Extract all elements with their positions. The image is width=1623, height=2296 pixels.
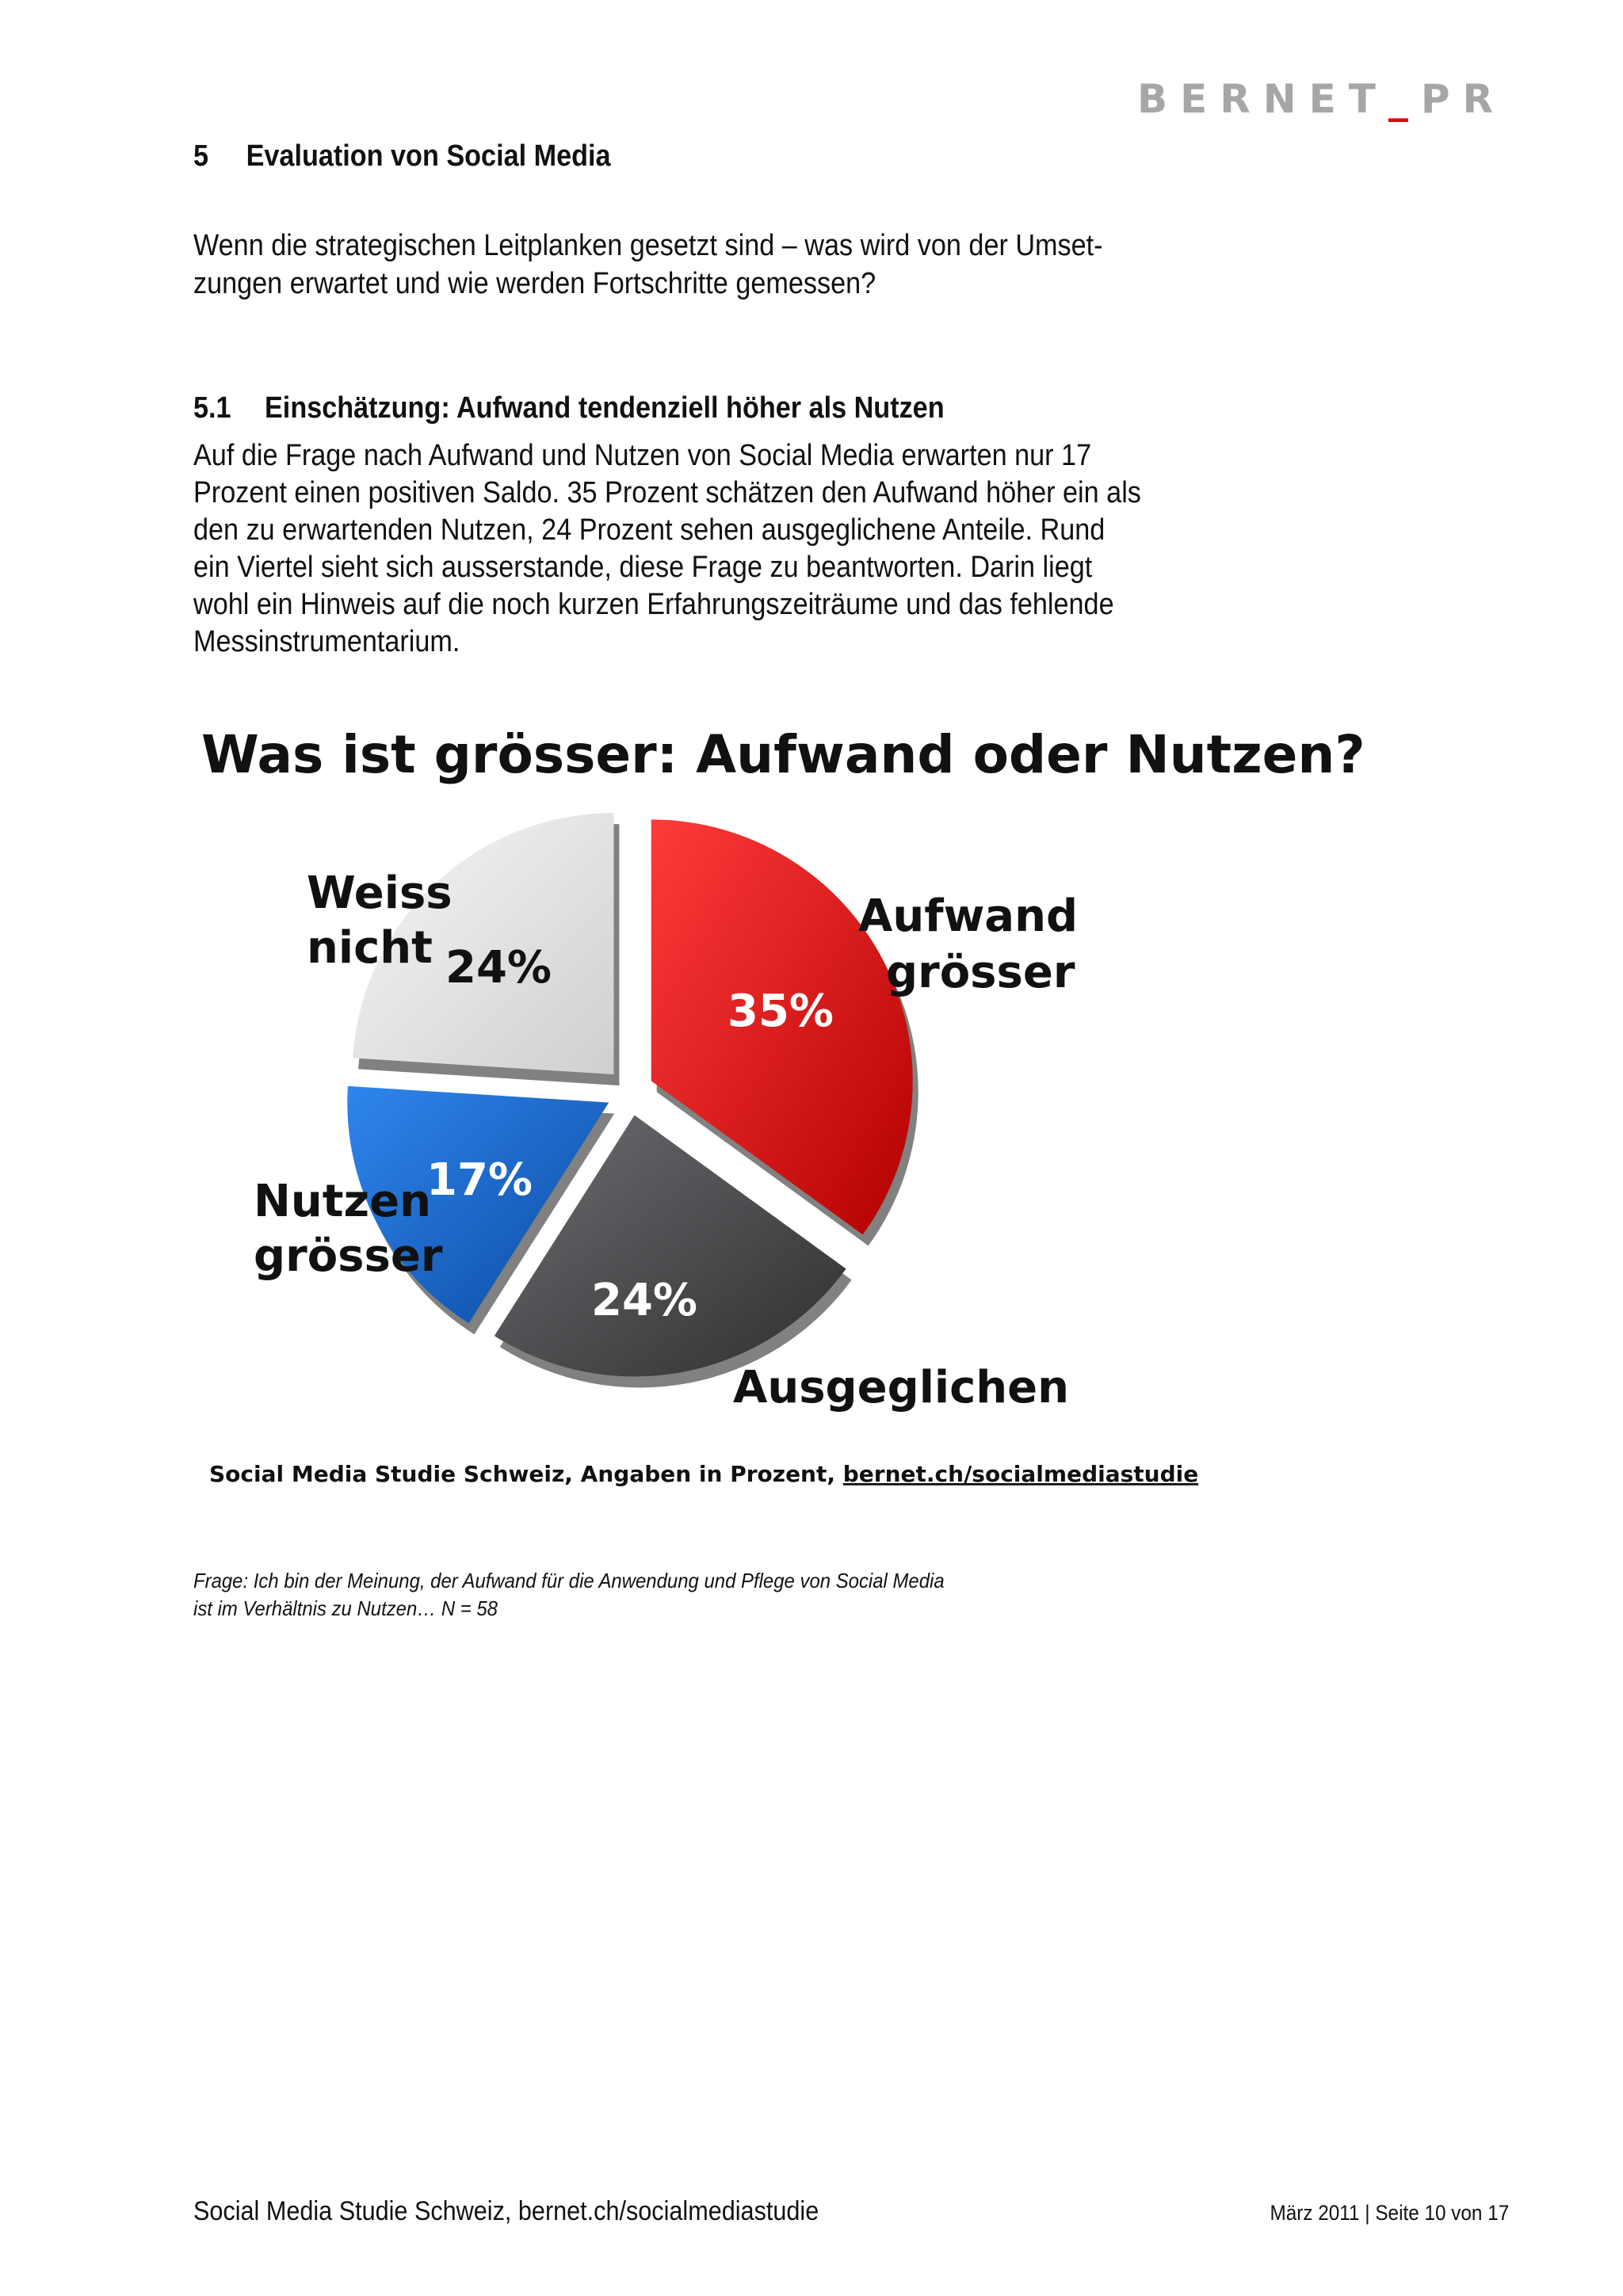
logo-underscore: _ [1388,76,1421,122]
label-weiss-line2: nicht [307,922,433,974]
source-text: Social Media Studie Schweiz, Angaben in … [209,1461,843,1487]
body-line-1: Auf die Frage nach Aufwand und Nutzen vo… [193,439,1092,472]
value-nutzen: 17% [426,1154,533,1206]
label-ausgeglichen: Ausgeglichen [733,1362,1069,1413]
label-nutzen-line2: grösser [254,1230,443,1282]
intro-line-1: Wenn die strategischen Leitplanken geset… [193,229,1103,262]
label-aufwand-line2: grösser [886,947,1075,998]
subsection-heading: 5.1 Einschätzung: Aufwand tendenziell höh… [193,391,945,425]
subsection-body: Auf die Frage nach Aufwand und Nutzen vo… [193,437,1149,661]
section-title: Evaluation von Social Media [246,139,611,173]
label-aufwand-line1: Aufwand [858,891,1078,942]
slice-ausgeglichen [494,1115,846,1377]
subsection-number: 5.1 [193,391,231,425]
footer-source: Social Media Studie Schweiz, bernet.ch/s… [193,2196,819,2226]
question-line-2: ist im Verhältnis zu Nutzen… N = 58 [193,1596,498,1620]
subsection-title: Einschätzung: Aufwand tendenziell höher … [265,391,945,425]
bernet-pr-logo: BERNET_PR [1137,76,1506,122]
section-number: 5 [193,139,209,173]
value-ausgeglichen: 24% [591,1275,697,1326]
section-intro: Wenn die strategischen Leitplanken geset… [193,227,1149,303]
value-weiss: 24% [445,942,552,994]
slice-aufwand [651,819,913,1235]
intro-line-2: zungen erwartet und wie werden Fortschri… [193,267,876,300]
slice-nutzen [347,1085,609,1324]
chart-source: Social Media Studie Schweiz, Angaben in … [209,1461,1198,1487]
label-nutzen-line1: Nutzen [254,1176,431,1227]
footer-page-info: März 2011 | Seite 10 von 17 [1270,2201,1509,2225]
body-line-2: Prozent einen positiven Saldo. 35 Prozen… [193,476,1141,509]
body-line-5: wohl ein Hinweis auf die noch kurzen Erf… [193,588,1114,621]
body-line-3: den zu erwartenden Nutzen, 24 Prozent se… [193,513,1106,547]
chart-title: Was ist grösser: Aufwand oder Nutzen? [201,724,1365,785]
section-heading: 5 Evaluation von Social Media [193,139,611,174]
source-link[interactable]: bernet.ch/socialmediastudie [843,1461,1198,1487]
survey-question: Frage: Ich bin der Meinung, der Aufwand … [193,1567,995,1623]
logo-main: BERNET [1136,76,1388,122]
question-line-1: Frage: Ich bin der Meinung, der Aufwand … [193,1569,945,1592]
label-weiss-line1: Weiss [307,868,453,919]
slice-weiss [353,813,614,1075]
logo-tail: PR [1420,76,1506,122]
body-line-6: Messinstrumentarium. [193,625,460,658]
body-line-4: ein Viertel sieht sich ausserstande, die… [193,551,1093,584]
pie-chart: Was ist grösser: Aufwand oder Nutzen? Au… [201,724,1365,1487]
pie-slices [347,813,918,1388]
value-aufwand: 35% [727,986,834,1037]
